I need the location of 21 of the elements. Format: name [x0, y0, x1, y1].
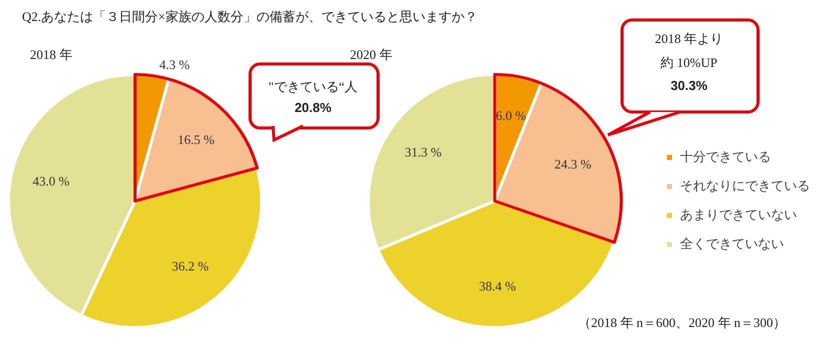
data-label: 16.5 %: [178, 132, 215, 147]
data-label: 31.3 %: [404, 144, 442, 160]
data-label: 36.2 %: [172, 258, 209, 274]
legend-label: 十分できている: [680, 148, 771, 164]
chart-subtitle: 2020 年: [350, 46, 392, 64]
data-label: 38.4 %: [479, 278, 516, 294]
text: 20.8%: [294, 100, 332, 115]
text: 30.3%: [670, 78, 708, 93]
text: "できている“人: [267, 78, 359, 96]
data-label: 4.3 %: [159, 57, 190, 72]
data-label: 6.0 %: [496, 108, 526, 123]
text: （2018 年 n＝600、2020 年 n＝300）: [578, 314, 786, 332]
legend-label: あまりできていない: [680, 206, 797, 222]
legend-label: 全くできていない: [680, 236, 784, 251]
chart-title: Q2.あなたは「３日間分×家族の人数分」の備蓄が、できていると思いますか？: [22, 8, 478, 26]
data-label: 24.3 %: [554, 156, 592, 172]
legend-label: それなりにできている: [680, 178, 810, 193]
data-label: 43.0 %: [32, 174, 70, 189]
text: 2018 年より: [654, 30, 724, 48]
chart-subtitle: 2018 年: [30, 46, 72, 64]
text: 約 10%UP: [660, 54, 718, 72]
